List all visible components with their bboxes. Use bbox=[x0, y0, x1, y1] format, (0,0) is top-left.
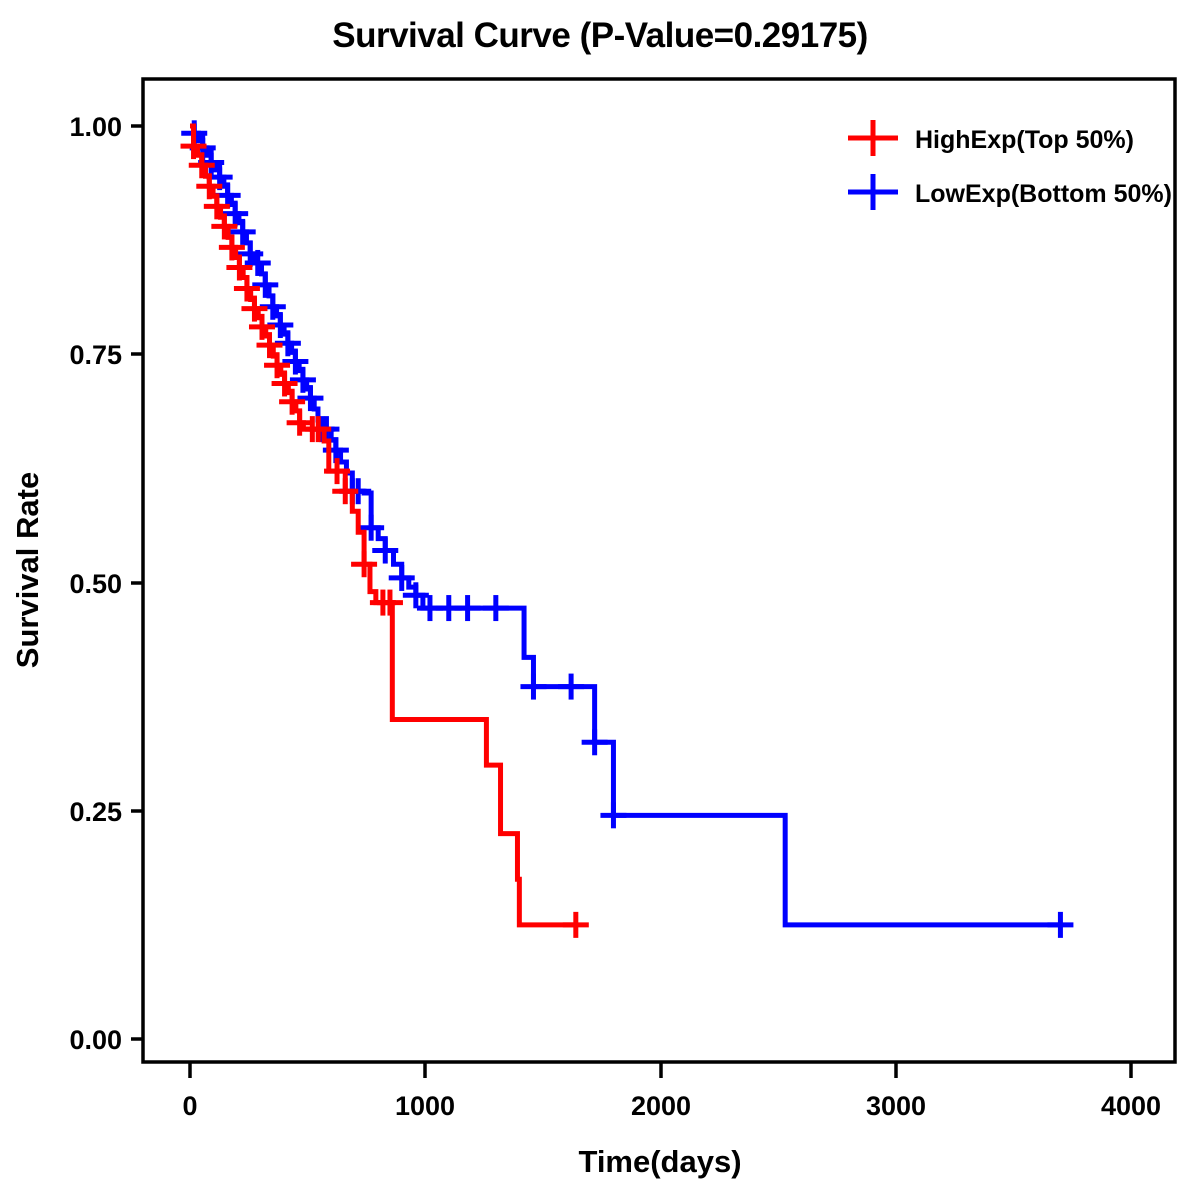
y-axis-tick-labels: 1.00 0.75 0.50 0.25 0.00 bbox=[69, 112, 122, 1055]
y-tick-label: 0.00 bbox=[69, 1025, 122, 1055]
y-axis-ticks bbox=[131, 124, 143, 1041]
y-tick-label: 1.00 bbox=[69, 112, 122, 142]
chart-title: Survival Curve (P-Value=0.29175) bbox=[332, 16, 868, 55]
y-tick-label: 0.50 bbox=[69, 569, 122, 599]
survival-curves bbox=[180, 120, 1074, 938]
plot-frame bbox=[141, 77, 1177, 1064]
x-tick-label: 0 bbox=[182, 1091, 197, 1121]
x-tick-label: 2000 bbox=[631, 1091, 691, 1121]
x-tick-label: 3000 bbox=[866, 1091, 926, 1121]
legend-label-high: HighExp(Top 50%) bbox=[915, 126, 1134, 154]
x-tick-label: 1000 bbox=[395, 1091, 455, 1121]
chart-legend: HighExp(Top 50%) LowExp(Bottom 50%) bbox=[848, 120, 1172, 210]
y-tick-label: 0.75 bbox=[69, 340, 122, 370]
y-tick-label: 0.25 bbox=[69, 797, 122, 827]
x-axis-ticks bbox=[188, 1062, 1133, 1078]
y-axis-title: Survival Rate bbox=[10, 472, 45, 668]
legend-label-low: LowExp(Bottom 50%) bbox=[915, 180, 1172, 208]
x-axis-title: Time(days) bbox=[578, 1144, 741, 1179]
x-tick-label: 4000 bbox=[1101, 1091, 1161, 1121]
x-axis-tick-labels: 0 1000 2000 3000 4000 bbox=[182, 1091, 1161, 1121]
high-exp-curve bbox=[180, 123, 589, 938]
low-exp-curve-line bbox=[190, 123, 1061, 928]
low-exp-curve bbox=[181, 120, 1074, 938]
